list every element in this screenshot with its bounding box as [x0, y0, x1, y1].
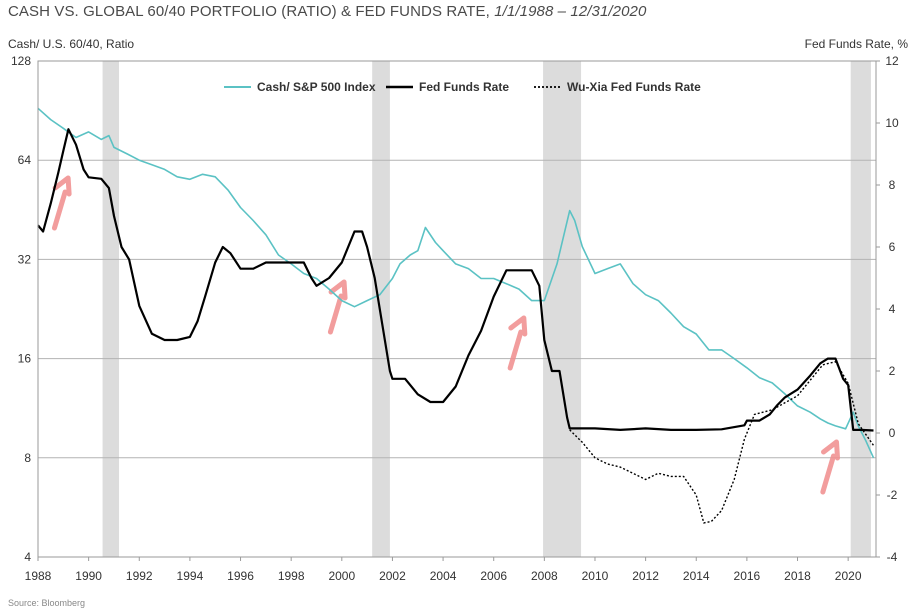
annotation-arrows — [51, 175, 840, 495]
chart-title-main: CASH VS. GLOBAL 60/40 PORTFOLIO (RATIO) … — [8, 3, 490, 20]
x-tick-label-1990: 1990 — [75, 569, 102, 583]
recession-band-2 — [543, 61, 582, 557]
right-tick-label-4: 4 — [889, 302, 896, 316]
left-axis-label: Cash/ U.S. 60/40, Ratio — [8, 37, 135, 51]
x-tick-label-2000: 2000 — [328, 569, 355, 583]
right-axis-label: Fed Funds Rate, % — [804, 37, 908, 51]
x-tick-label-2004: 2004 — [430, 569, 457, 583]
series-line-cash-ratio — [37, 107, 875, 459]
left-tick-label-32: 32 — [18, 252, 32, 266]
right-tick-label-10: 10 — [885, 116, 899, 130]
plot-frame — [37, 60, 877, 558]
chart-title: CASH VS. GLOBAL 60/40 PORTFOLIO (RATIO) … — [8, 3, 646, 20]
right-tick-label-12: 12 — [885, 54, 899, 68]
x-tick-label-2014: 2014 — [683, 569, 710, 583]
axis-ticks: 4 8 16 32 64 128 -4 -2 0 2 4 6 8 10 12 1988 1990 1992 1994… — [11, 54, 899, 583]
series-line-wu-xia-rate — [569, 361, 875, 524]
recession-bands — [102, 61, 871, 557]
x-tick-label-1988: 1988 — [25, 569, 52, 583]
left-tick-label-64: 64 — [18, 153, 32, 167]
legend: Cash/ S&P 500 Index Fed Funds Rate Wu-Xia … — [224, 80, 701, 94]
x-tick-label-1994: 1994 — [177, 569, 204, 583]
legend-label-wu-xia-rate: Wu-Xia Fed Funds Rate — [567, 80, 701, 94]
left-tick-label-8: 8 — [24, 451, 31, 465]
annotation-arrow-2 — [507, 315, 528, 371]
annotation-arrow-1 — [327, 279, 348, 335]
source-note: Source: Bloomberg — [8, 598, 86, 608]
x-tick-label-2006: 2006 — [480, 569, 507, 583]
x-tick-label-2010: 2010 — [582, 569, 609, 583]
x-tick-label-2002: 2002 — [379, 569, 406, 583]
annotation-arrow-3 — [820, 439, 840, 495]
x-tick-label-2012: 2012 — [632, 569, 659, 583]
series-lines — [37, 107, 875, 524]
recession-band-0 — [102, 61, 120, 557]
recession-band-3 — [850, 61, 871, 557]
x-tick-label-2018: 2018 — [784, 569, 811, 583]
chart-title-range: 1/1/1988 – 12/31/2020 — [494, 3, 647, 20]
right-tick-label-2: 2 — [889, 364, 896, 378]
right-tick-label-0: 0 — [889, 426, 896, 440]
legend-label-cash-ratio: Cash/ S&P 500 Index — [257, 80, 376, 94]
left-tick-label-128: 128 — [11, 54, 31, 68]
right-tick-label-6: 6 — [889, 240, 896, 254]
x-tick-label-2020: 2020 — [835, 569, 862, 583]
grid-lines — [38, 159, 876, 459]
right-tick-label-8: 8 — [889, 178, 896, 192]
legend-label-fed-funds-rate: Fed Funds Rate — [419, 80, 509, 94]
series-line-fed-funds-rate — [37, 128, 874, 432]
right-tick-label--2: -2 — [887, 488, 898, 502]
left-tick-label-4: 4 — [24, 550, 31, 564]
recession-band-1 — [372, 61, 390, 557]
x-tick-label-1992: 1992 — [126, 569, 153, 583]
right-tick-label--4: -4 — [887, 550, 898, 564]
x-tick-label-2016: 2016 — [734, 569, 761, 583]
x-tick-label-2008: 2008 — [531, 569, 558, 583]
left-tick-label-16: 16 — [18, 352, 32, 366]
x-tick-label-1998: 1998 — [278, 569, 305, 583]
annotation-arrow-0 — [51, 175, 72, 231]
x-tick-label-1996: 1996 — [227, 569, 254, 583]
